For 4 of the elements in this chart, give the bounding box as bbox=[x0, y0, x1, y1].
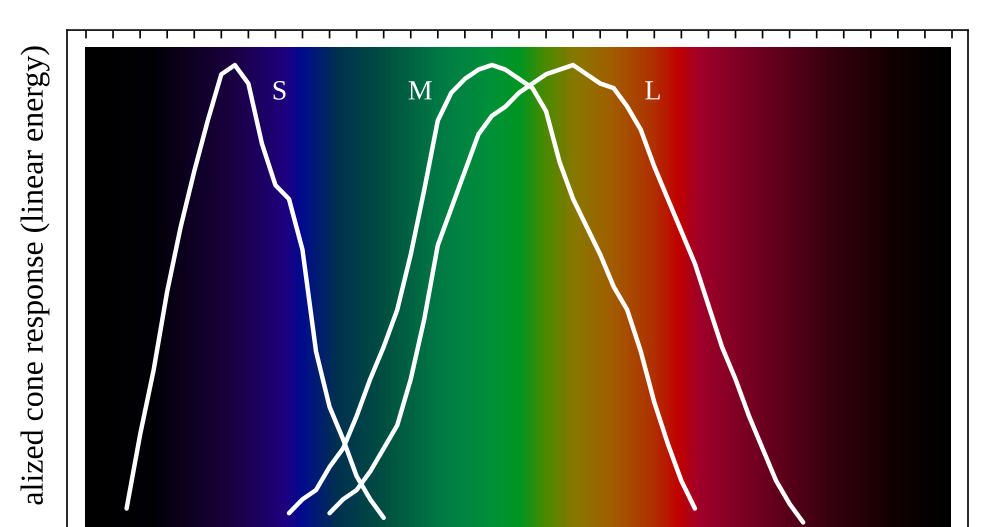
series-label: L bbox=[645, 81, 660, 100]
series-label: S bbox=[274, 81, 286, 100]
y-axis-title: alized cone response (linear energy) bbox=[20, 46, 50, 505]
series-label: M bbox=[408, 81, 432, 100]
